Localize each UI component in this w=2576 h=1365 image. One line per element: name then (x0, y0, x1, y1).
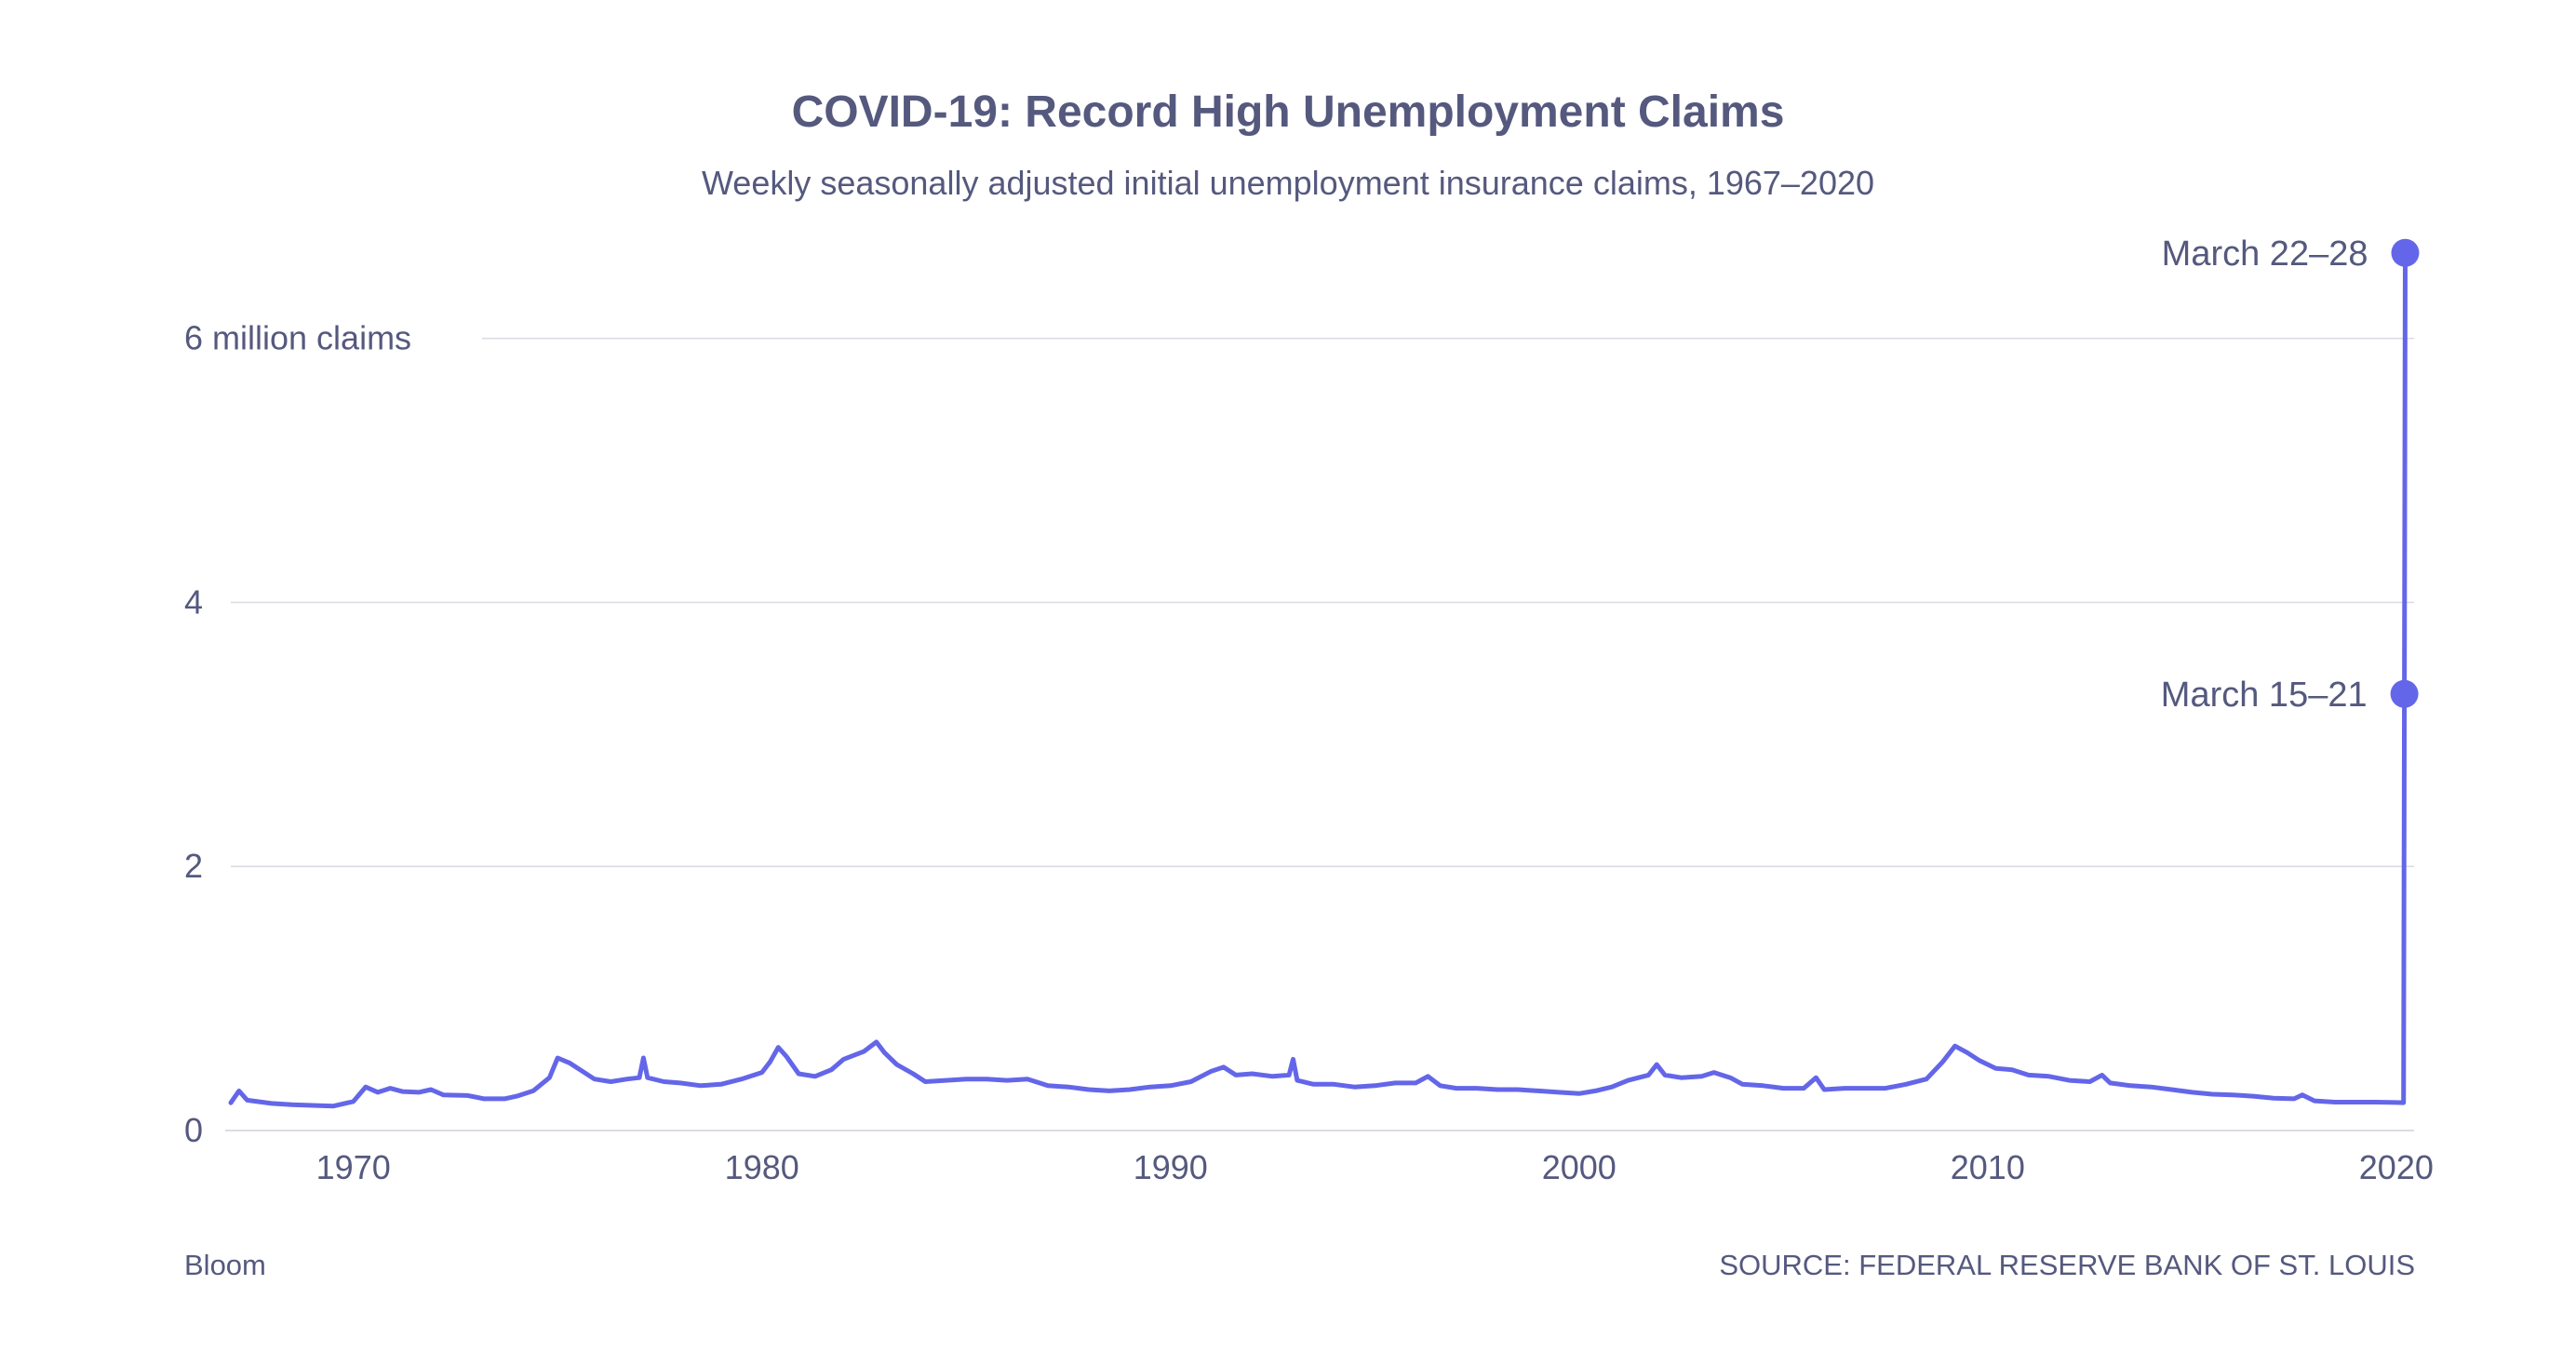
series-line (228, 250, 2408, 1109)
brand-label: Bloom (184, 1249, 266, 1281)
x-tick-label: 2000 (1542, 1148, 1617, 1186)
y-axis-ticks: 0 2 4 6 million claims (184, 319, 411, 1149)
annotation-point (2390, 679, 2419, 708)
chart-title: COVID-19: Record High Unemployment Claim… (792, 87, 1785, 137)
x-tick-label: 1990 (1134, 1148, 1208, 1186)
y-tick-label: 6 million claims (184, 319, 411, 357)
x-tick-label: 1980 (725, 1148, 799, 1186)
annotation-label: March 15–21 (2161, 676, 2368, 715)
source-label: SOURCE: FEDERAL RESERVE BANK OF ST. LOUI… (1719, 1249, 2415, 1281)
gridlines (225, 337, 2414, 1131)
y-tick-label: 0 (184, 1111, 203, 1149)
series-layer (228, 250, 2408, 1109)
x-tick-label: 1970 (316, 1148, 391, 1186)
annotation-point (2391, 238, 2420, 267)
x-tick-label: 2010 (1951, 1148, 2025, 1186)
y-tick-label: 2 (184, 847, 203, 885)
x-tick-label: 2020 (2359, 1148, 2434, 1186)
chart-subtitle: Weekly seasonally adjusted initial unemp… (702, 164, 1874, 202)
y-tick-label: 4 (184, 582, 203, 621)
annotation-label: March 22–28 (2162, 234, 2368, 274)
annotations: March 22–28 March 15–21 (2161, 234, 2420, 715)
x-axis-ticks: 1970 1980 1990 2000 2010 2020 (316, 1148, 2434, 1186)
